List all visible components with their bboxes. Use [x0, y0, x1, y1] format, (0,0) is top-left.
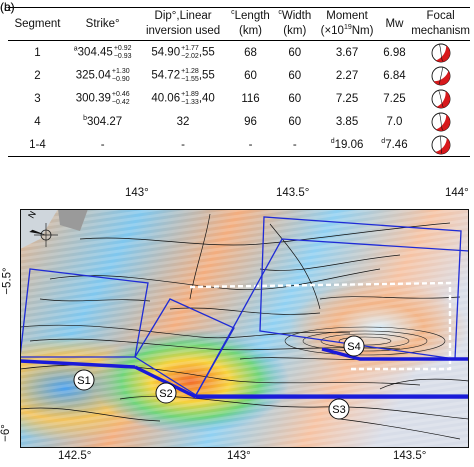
cell-width: 60	[288, 115, 302, 128]
cell-dip: 40.06 +1.89 −1.33,40	[151, 91, 215, 106]
trace-s2	[134, 365, 197, 399]
cell-moment: 2.27	[335, 69, 359, 82]
label-s3: S3	[328, 398, 350, 420]
cell-segment: 3	[34, 92, 41, 105]
cell-focal	[411, 41, 470, 65]
cell-mw: d7.46	[377, 133, 412, 157]
cell-segment: 1	[34, 46, 41, 59]
north-arrow-icon: N	[26, 209, 58, 247]
focal-mechanism-icon	[431, 135, 451, 154]
cell-segment: 2	[34, 69, 41, 82]
fault-plane-outlines	[20, 216, 469, 396]
cell-focal	[411, 110, 470, 133]
table-row: 3 300.39 +0.46 −0.42 40.06 +1.89 −1.33,40 116 60…	[8, 87, 470, 110]
cell-strike: b304.27	[83, 114, 123, 128]
fault-plane-s4	[259, 216, 462, 360]
cell-width: 60	[288, 69, 302, 82]
top-lon-label-143: 143°	[125, 187, 149, 199]
svg-text:S3: S3	[332, 404, 345, 416]
interferogram-fringes	[20, 209, 469, 448]
table-header-row: Segment Strike° Dip°,Linear inversion use…	[8, 7, 470, 41]
trace-s1	[20, 359, 136, 369]
table-row: 1-4- - - - d19.06 d7.46	[8, 133, 470, 157]
s4-fringe-ellipses	[284, 326, 446, 356]
fault-traces	[20, 213, 469, 440]
cell-strike: 300.39 +0.46 −0.42	[75, 91, 130, 106]
top-lon-label-143-5: 143.5°	[276, 187, 310, 199]
svg-text:S1: S1	[77, 375, 90, 387]
cell-mw: 7.25	[383, 92, 406, 105]
cell-length: 68	[244, 46, 257, 59]
cell-moment: 3.85	[335, 115, 359, 128]
no-data-area-2	[20, 209, 58, 249]
bottom-lon-label-143: 143°	[227, 450, 251, 462]
cell-dip: 54.90 +1.77 −2.02,55	[151, 45, 215, 60]
left-lat-label-5-5: −5.5°	[1, 267, 14, 295]
cell-strike: 325.04 +1.30 −0.90	[75, 68, 130, 83]
cell-moment: 7.25	[335, 92, 359, 105]
cell-width: -	[273, 133, 317, 157]
cell-moment: d19.06	[316, 133, 378, 157]
cell-dip: -	[138, 133, 228, 157]
cell-segment: 4	[34, 115, 41, 128]
top-lon-label-144: 144°	[445, 187, 469, 199]
cell-segment: 1-4	[8, 133, 67, 157]
cell-length: 60	[244, 69, 257, 82]
cell-length: 96	[244, 115, 257, 128]
header-focal: Focal mechanism	[411, 7, 470, 41]
segment-parameters-table: Segment Strike° Dip°,Linear inversion use…	[8, 7, 470, 157]
cell-dip: 32	[176, 115, 190, 128]
focal-mechanism-icon	[431, 66, 451, 85]
header-width: cWidth (km)	[273, 7, 317, 41]
trace-s4	[321, 347, 469, 361]
label-s4: S4	[343, 335, 365, 357]
fault-plane-s2	[134, 298, 235, 396]
header-strike: Strike°	[66, 7, 139, 41]
data-coverage-outline	[189, 281, 452, 371]
header-segment: Segment	[8, 7, 67, 41]
surface-traces	[20, 347, 469, 399]
table-row: 1 a304.45 +0.92 −0.93 54.90 +1.77 −2.02,55 68 60…	[8, 41, 470, 65]
bottom-lon-label-143-5: 143.5°	[393, 450, 427, 462]
header-length: cLength (km)	[227, 7, 274, 41]
bottom-lon-label-142-5: 142.5°	[58, 450, 92, 462]
cell-mw: 6.84	[383, 69, 406, 82]
no-data-area	[58, 209, 88, 231]
cell-length: -	[227, 133, 274, 157]
header-moment: Moment (×1019Nm)	[316, 7, 378, 41]
focal-mechanism-icon	[431, 43, 451, 62]
cell-mw: 6.98	[383, 46, 406, 59]
table-row: 4 b304.27 32 96 60 3.85 7.0	[8, 110, 470, 133]
map-frame	[20, 209, 469, 448]
header-mw: Mw	[377, 7, 412, 41]
focal-mechanism-icon	[431, 112, 451, 131]
fault-map: N S1 S2 S3 S4	[20, 209, 469, 448]
focal-mechanism-icon	[431, 89, 451, 108]
header-dip: Dip°,Linear inversion used	[138, 7, 228, 41]
panel-b-label: (b)	[0, 0, 15, 14]
cell-strike: a304.45 +0.92 −0.93	[73, 45, 132, 60]
table-row: 2 325.04 +1.30 −0.90 54.72 +1.28 −1.55,55 60 60 2…	[8, 64, 470, 87]
cell-focal	[411, 133, 470, 157]
cell-mw: 7.0	[386, 115, 403, 128]
cell-width: 60	[288, 92, 302, 105]
svg-text:S4: S4	[347, 341, 360, 353]
cell-focal	[411, 64, 470, 87]
label-s1: S1	[73, 369, 95, 391]
left-lat-label-6: −6°	[0, 424, 12, 442]
svg-text:S2: S2	[159, 388, 172, 400]
cell-width: 60	[288, 46, 302, 59]
fault-plane-s3	[194, 238, 469, 396]
cell-length: 116	[241, 92, 260, 105]
label-s2: S2	[155, 382, 177, 404]
cell-focal	[411, 87, 470, 110]
north-label: N	[26, 209, 38, 220]
cell-strike: -	[66, 133, 139, 157]
fault-plane-s1	[20, 268, 149, 358]
cell-moment: 3.67	[335, 46, 359, 59]
cell-dip: 54.72 +1.28 −1.55,55	[151, 68, 215, 83]
